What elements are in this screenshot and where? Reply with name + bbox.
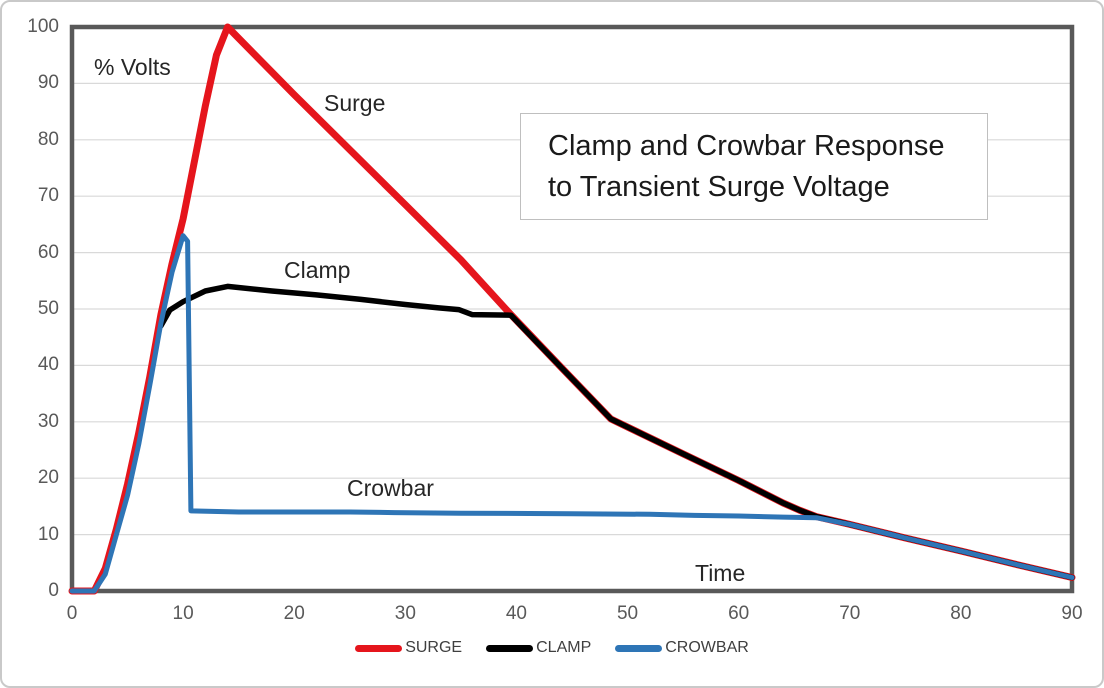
legend-label-crowbar: CROWBAR — [665, 639, 749, 656]
x-tick-label: 60 — [728, 603, 750, 624]
x-tick-label: 0 — [66, 603, 78, 624]
legend: SURGE CLAMP CROWBAR — [2, 635, 1102, 661]
legend-item-crowbar: CROWBAR — [615, 639, 749, 657]
x-tick-label: 80 — [950, 603, 972, 624]
legend-swatch-crowbar — [615, 644, 663, 652]
legend-item-surge: SURGE — [355, 639, 462, 657]
y-axis-title: % Volts — [94, 54, 171, 80]
x-tick-label: 90 — [1061, 603, 1083, 624]
y-tick-label: 60 — [37, 241, 59, 263]
legend-label-clamp: CLAMP — [536, 639, 592, 656]
y-tick-label: 30 — [37, 410, 59, 432]
chart-title-line-2: to Transient Surge Voltage — [548, 170, 890, 203]
y-tick-label: 40 — [37, 354, 59, 376]
x-axis-title: Time — [695, 560, 746, 586]
y-tick-label: 70 — [37, 185, 59, 207]
x-tick-label: 30 — [394, 603, 416, 624]
series-line-clamp — [158, 283, 1075, 581]
x-tick-label: 10 — [172, 603, 194, 624]
y-tick-label: 100 — [27, 16, 59, 37]
chart-title-box: Clamp and Crowbar Response to Transient … — [520, 113, 988, 220]
plot-border — [69, 24, 1075, 594]
y-tick-label: 90 — [37, 72, 59, 94]
series-label-surge: Surge — [324, 90, 386, 116]
x-tick-label: 70 — [839, 603, 861, 624]
legend-swatch-surge — [355, 644, 403, 652]
legend-item-clamp: CLAMP — [486, 639, 591, 657]
y-tick-label: 10 — [37, 523, 59, 545]
x-tick-label: 40 — [505, 603, 528, 624]
y-tick-label: 50 — [37, 298, 59, 319]
y-tick-label: 80 — [37, 128, 59, 150]
legend-label-surge: SURGE — [405, 639, 463, 656]
y-tick-label: 20 — [37, 467, 59, 489]
series-label-crowbar: Crowbar — [347, 475, 434, 501]
x-tick-label: 50 — [616, 603, 639, 624]
chart-title-line-1: Clamp and Crowbar Response — [548, 129, 945, 162]
x-tick-label: 20 — [283, 603, 305, 624]
y-tick-label: 0 — [48, 580, 59, 601]
series-line-crowbar — [69, 233, 1075, 594]
series-label-clamp: Clamp — [284, 257, 351, 283]
legend-swatch-clamp — [486, 644, 534, 652]
